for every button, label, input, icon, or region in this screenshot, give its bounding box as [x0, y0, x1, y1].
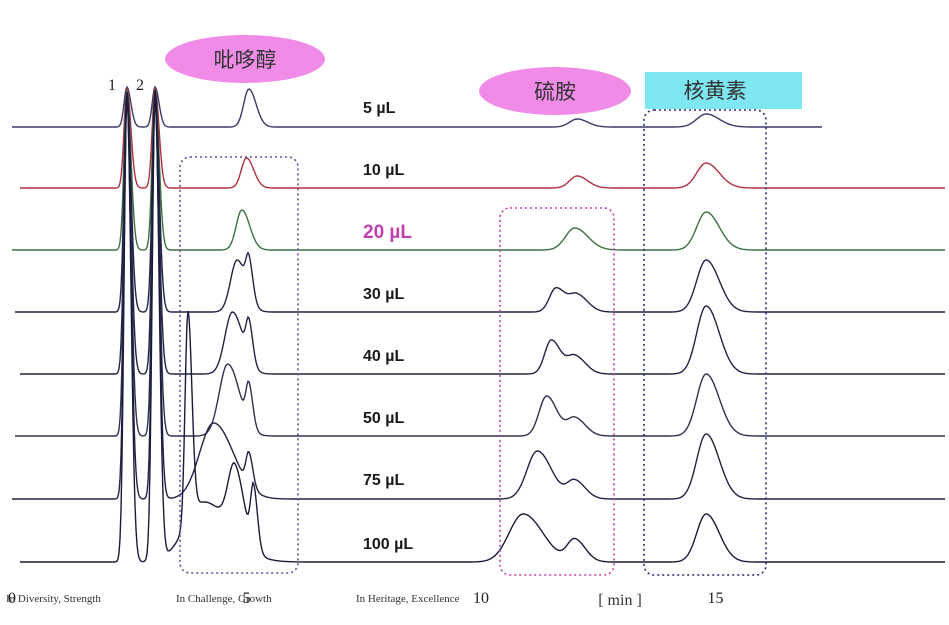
watermark-text-3: In Heritage, Excellence [356, 593, 460, 605]
peak-label-2: 2 [136, 77, 144, 94]
series-label-5: 40 µL [363, 348, 404, 365]
trace-6 [15, 95, 945, 437]
trace-4 [15, 91, 945, 313]
riboflavin-label-bg [645, 72, 802, 109]
thiamine-label-bg [479, 67, 631, 115]
watermark-text-2: In Challenge, Growth [176, 593, 272, 605]
pyridoxine-region-box [179, 156, 299, 574]
trace-group [12, 85, 945, 563]
x-axis-label: [ min ] [598, 592, 642, 609]
series-label-6: 50 µL [363, 410, 404, 427]
pyridoxine-label: 吡哆醇 [165, 35, 325, 83]
pyridoxine-label-text: 吡哆醇 [214, 48, 277, 72]
x-tick-label-15: 15 [708, 590, 724, 607]
series-label-4: 30 µL [363, 286, 404, 303]
thiamine-label-text: 硫胺 [534, 80, 576, 104]
x-tick-label-0: 0 [8, 590, 16, 607]
trace-7 [12, 98, 945, 500]
series-label-1: 5 µL [363, 100, 396, 117]
riboflavin-region-box [643, 109, 767, 576]
trace-2 [20, 87, 945, 189]
series-label-3: 20 µL [363, 222, 412, 243]
thiamine-label: 硫胺 [479, 67, 631, 115]
riboflavin-label: 核黄素 [645, 72, 802, 109]
peak-label-1: 1 [108, 77, 116, 94]
trace-5 [20, 93, 945, 375]
series-label-2: 10 µL [363, 162, 404, 179]
x-tick-label-5: 5 [243, 590, 251, 607]
riboflavin-label-text: 核黄素 [684, 79, 747, 103]
series-label-7: 75 µL [363, 472, 404, 489]
series-label-8: 100 µL [363, 536, 413, 553]
trace-1 [12, 85, 822, 128]
pyridoxine-label-bg [165, 35, 325, 83]
trace-3 [12, 89, 945, 251]
trace-8 [20, 90, 945, 563]
series-label-group: 5 µL 10 µL 20 µL 30 µL 40 µL 50 µL 75 µL 100 µL [363, 100, 413, 553]
watermark-text-1: In Diversity, Strength [6, 593, 101, 605]
x-axis-ticks: 0 5 10 15 [8, 590, 724, 607]
x-tick-label-10: 10 [473, 590, 489, 607]
thiamine-region-box [499, 207, 615, 576]
